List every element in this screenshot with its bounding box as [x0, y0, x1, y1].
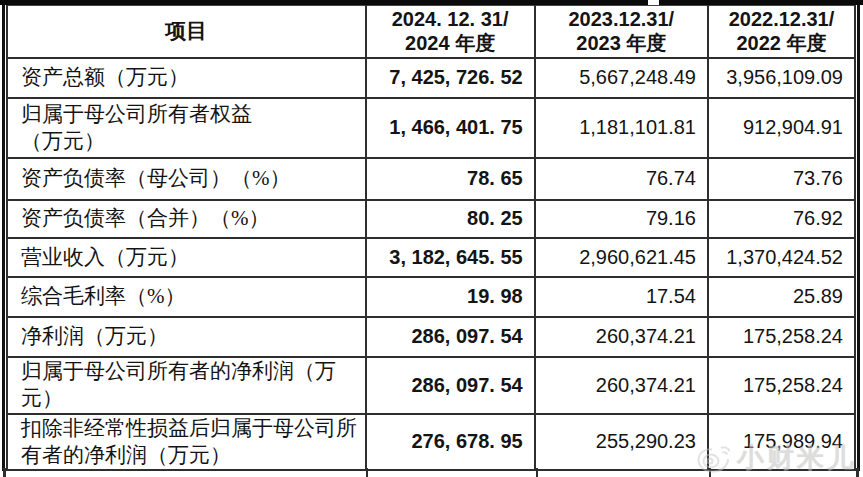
- value-2024: 7, 425, 726. 52: [366, 58, 535, 98]
- table-row-net-profit: 净利润（万元） 286, 097. 54 260,374.21 175,258.…: [7, 317, 855, 357]
- value-2024: 78. 65: [366, 158, 535, 200]
- value-2024: 276, 678. 95: [366, 414, 535, 470]
- column-header-2024: 2024. 12. 31/ 2024 年度: [366, 6, 535, 58]
- period-2022-line1: 2022.12.31/: [709, 7, 854, 31]
- column-header-item: 项目: [7, 6, 366, 58]
- table-row-debt-ratio-parent: 资产负债率（母公司）（%） 78. 65 76.74 73.76: [7, 158, 855, 200]
- value-2022: 3,956,109.09: [708, 58, 855, 98]
- value-2023: 255,290.23: [535, 414, 708, 470]
- value-2022: 175,258.24: [708, 317, 855, 357]
- period-2022-line2: 2022 年度: [709, 31, 854, 55]
- value-2023: 79.16: [535, 200, 708, 238]
- row-label: 资产负债率（合并）（%）: [7, 200, 366, 238]
- table-header-row: 项目 2024. 12. 31/ 2024 年度 2023.12.31/ 202…: [7, 6, 855, 58]
- period-2023-line1: 2023.12.31/: [536, 7, 707, 31]
- value-2024: 286, 097. 54: [366, 317, 535, 357]
- financial-summary-table: 项目 2024. 12. 31/ 2024 年度 2023.12.31/ 202…: [2, 5, 860, 471]
- table-column-line-stub: [366, 468, 368, 477]
- period-2023-line2: 2023 年度: [536, 31, 707, 55]
- column-header-2023: 2023.12.31/ 2023 年度: [535, 6, 708, 58]
- table-column-line-stub: [709, 468, 711, 477]
- value-2024: 3, 182, 645. 55: [366, 238, 535, 277]
- value-2024: 1, 466, 401. 75: [366, 98, 535, 158]
- row-label: 扣除非经常性损益后归属于母公司所 有者的净利润（万元）: [7, 414, 366, 470]
- value-2024: 80. 25: [366, 200, 535, 238]
- value-2022: 175,989.94: [708, 414, 855, 470]
- row-label: 归属于母公司所有者的净利润（万 元）: [7, 357, 366, 414]
- row-label: 资产负债率（母公司）（%）: [7, 158, 366, 200]
- row-label: 归属于母公司所有者权益 （万元）: [7, 98, 366, 158]
- table-row-total-assets: 资产总额（万元） 7, 425, 726. 52 5,667,248.49 3,…: [7, 58, 855, 98]
- table-row-operating-revenue: 营业收入（万元） 3, 182, 645. 55 2,960,621.45 1,…: [7, 238, 855, 277]
- value-2022: 73.76: [708, 158, 855, 200]
- value-2022: 912,904.91: [708, 98, 855, 158]
- value-2023: 17.54: [535, 277, 708, 317]
- table-row-debt-ratio-consolidated: 资产负债率（合并）（%） 80. 25 79.16 76.92: [7, 200, 855, 238]
- value-2023: 260,374.21: [535, 357, 708, 414]
- value-2022: 1,370,424.52: [708, 238, 855, 277]
- row-label: 营业收入（万元）: [7, 238, 366, 277]
- value-2023: 260,374.21: [535, 317, 708, 357]
- value-2024: 286, 097. 54: [366, 357, 535, 414]
- value-2022: 25.89: [708, 277, 855, 317]
- financial-report-screenshot: 项目 2024. 12. 31/ 2024 年度 2023.12.31/ 202…: [0, 0, 863, 477]
- table-column-line-stub: [3, 468, 6, 477]
- table-column-line-stub: [856, 468, 859, 477]
- value-2023: 76.74: [535, 158, 708, 200]
- table-row-net-profit-parent: 归属于母公司所有者的净利润（万 元） 286, 097. 54 260,374.…: [7, 357, 855, 414]
- value-2022: 175,258.24: [708, 357, 855, 414]
- table-row-gross-margin: 综合毛利率（%） 19. 98 17.54 25.89: [7, 277, 855, 317]
- key-financials-table: 项目 2024. 12. 31/ 2024 年度 2023.12.31/ 202…: [6, 5, 856, 471]
- value-2023: 1,181,101.81: [535, 98, 708, 158]
- value-2024: 19. 98: [366, 277, 535, 317]
- row-label: 净利润（万元）: [7, 317, 366, 357]
- row-label: 综合毛利率（%）: [7, 277, 366, 317]
- period-2024-line2: 2024 年度: [367, 31, 534, 55]
- row-label: 资产总额（万元）: [7, 58, 366, 98]
- period-2024-line1: 2024. 12. 31/: [367, 7, 534, 31]
- value-2023: 2,960,621.45: [535, 238, 708, 277]
- value-2022: 76.92: [708, 200, 855, 238]
- table-row-net-profit-excl-nonrecurring: 扣除非经常性损益后归属于母公司所 有者的净利润（万元） 276, 678. 95…: [7, 414, 855, 470]
- column-header-2022: 2022.12.31/ 2022 年度: [708, 6, 855, 58]
- table-row-parent-equity: 归属于母公司所有者权益 （万元） 1, 466, 401. 75 1,181,1…: [7, 98, 855, 158]
- table-column-line-stub: [536, 468, 538, 477]
- value-2023: 5,667,248.49: [535, 58, 708, 98]
